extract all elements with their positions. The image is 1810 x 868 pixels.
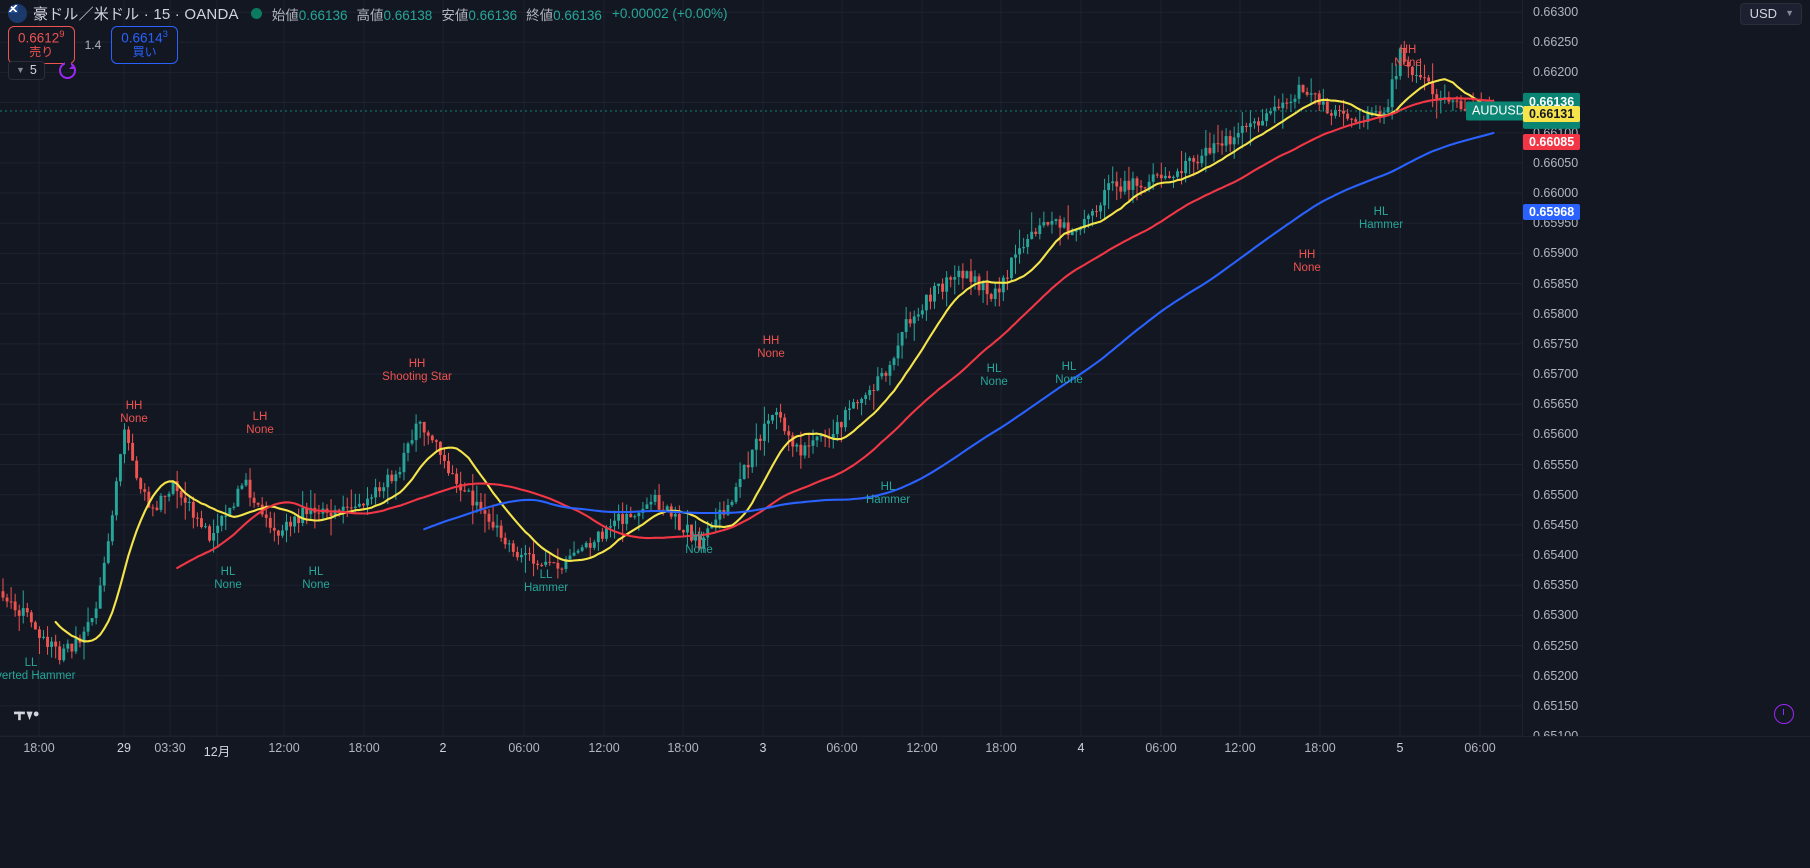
chart-legend: 豪ドル／米ドル · 15 · OANDA 始値0.66136 高値0.66138… [8,3,728,24]
ma-mid-tag[interactable]: 0.66085 [1523,133,1581,150]
price-tick: 0.65600 [1533,427,1579,442]
grid [0,0,1522,736]
ohlc-low: 安値0.66136 [441,7,518,23]
price-tick: 0.65350 [1533,578,1579,593]
ohlc-high: 高値0.66138 [356,7,433,23]
time-tick: 18:00 [23,741,55,755]
price-tick: 0.66000 [1533,186,1579,201]
sell-label: 売り [29,44,54,59]
time-tick: 18:00 [1304,741,1336,755]
time-tick: 18:00 [348,741,380,755]
symbol-title[interactable]: 豪ドル／米ドル · 15 · OANDA [33,6,239,23]
ma-slow-tag[interactable]: 0.65968 [1523,204,1581,221]
price-tick: 0.65550 [1533,457,1579,472]
currency-select-value: USD [1749,6,1778,21]
candlestick-canvas [0,0,1522,736]
chart-plot-area[interactable] [0,0,1522,736]
price-tick: 0.66250 [1533,35,1579,50]
price-axis[interactable]: 0.663000.662500.662000.661500.661000.660… [1466,0,1810,743]
price-tick: 0.66300 [1533,5,1579,20]
ma-fast-line [54,78,1495,643]
price-tick: 0.65750 [1533,336,1579,351]
tradingview-logo-icon[interactable] [14,706,42,725]
symbol-price-flag: AUDUSD [1466,101,1531,121]
time-tick: 12:00 [588,741,620,755]
time-tick: 06:00 [508,741,540,755]
price-tick: 0.65250 [1533,638,1579,653]
price-tick: 0.65850 [1533,276,1579,291]
time-tick: 12月 [203,745,231,759]
price-tick: 0.65200 [1533,668,1579,683]
price-tick: 0.65650 [1533,397,1579,412]
time-tick: 12:00 [1224,741,1256,755]
currency-select[interactable]: USD ▼ [1739,3,1802,25]
price-tick: 0.65800 [1533,306,1579,321]
price-tick: 0.65450 [1533,517,1579,532]
sell-button[interactable]: 0.66129 売り [8,26,75,65]
time-tick: 12:00 [268,741,300,755]
ma-slow-line [423,131,1495,531]
ohlc-values: 始値0.66136 高値0.66138 安値0.66136 終値0.66136 [272,4,602,24]
price-tick: 0.65700 [1533,367,1579,382]
au-us-flag-icon [8,4,27,23]
ohlc-open: 始値0.66136 [271,7,348,23]
time-tick: 5 [1396,741,1404,755]
sell-price: 0.66129 [18,29,65,46]
time-tick: 3 [759,741,767,755]
time-tick: 4 [1077,741,1085,755]
time-tick: 2 [439,741,447,755]
market-open-dot-icon [250,8,262,19]
price-tick: 0.65500 [1533,487,1579,502]
time-tick: 18:00 [667,741,699,755]
ohlc-close: 終値0.66136 [526,7,602,23]
trade-buttons: 0.66129 売り 1.4 0.66143 買い [8,26,178,65]
spread-value: 1.4 [84,38,102,53]
buy-label: 買い [132,44,157,59]
time-tick: 18:00 [985,741,1017,755]
price-tick: 0.65400 [1533,548,1579,563]
ma-mid-line [176,97,1495,570]
clock-icon[interactable] [1774,704,1794,724]
time-tick: 06:00 [1145,741,1177,755]
chevron-down-icon: ▼ [16,64,25,75]
time-tick: 06:00 [1464,741,1496,755]
buy-button[interactable]: 0.66143 買い [111,26,178,65]
refresh-icon[interactable] [58,61,76,79]
ma-fast-tag[interactable]: 0.66131 [1523,106,1581,123]
price-change: +0.00002 (+0.00%) [611,6,728,21]
candles [1,40,1495,665]
time-tick: 29 [117,741,131,755]
chevron-down-icon: ▼ [1785,8,1794,18]
time-axis[interactable]: 18:00 29 03:30 12月 12:00 18:00 2 06:00 12:00 18:0… [0,736,1810,764]
price-tick: 0.66200 [1533,65,1579,80]
price-tick: 0.65150 [1533,698,1579,713]
time-tick: 12:00 [906,741,938,755]
order-controls: ▼ 5 [8,61,76,80]
quantity-stepper[interactable]: ▼ 5 [8,61,45,80]
time-tick: 06:00 [826,741,858,755]
price-tick: 0.65300 [1533,608,1579,623]
quantity-value: 5 [29,63,37,77]
price-tick: 0.66050 [1533,155,1579,170]
time-tick: 03:30 [154,741,186,755]
price-tick: 0.65900 [1533,246,1579,261]
bottom-toolbar [0,704,1810,868]
buy-price: 0.66143 [121,29,168,46]
